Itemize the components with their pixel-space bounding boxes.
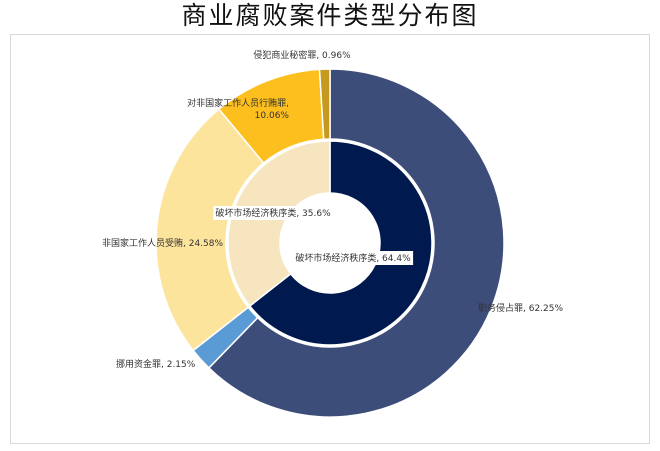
svg-text:职务侵占罪, 62.25%: 职务侵占罪, 62.25% [478, 302, 563, 314]
svg-text:侵犯商业秘密罪, 0.96%: 侵犯商业秘密罪, 0.96% [253, 49, 351, 61]
label-outer-0: 职务侵占罪, 62.25% [478, 302, 563, 314]
svg-text:破坏市场经济秩序类, 35.6%: 破坏市场经济秩序类, 35.6% [215, 207, 331, 219]
inner-slice-1 [227, 140, 331, 308]
label-outer-4: 侵犯商业秘密罪, 0.96% [253, 49, 351, 61]
label-outer-2: 非国家工作人员受贿, 24.58% [102, 237, 223, 249]
inner-slice-0 [248, 140, 433, 346]
svg-text:破坏市场经济秩序类, 64.4%: 破坏市场经济秩序类, 64.4% [295, 252, 411, 264]
chart-title: 商业腐败案件类型分布图 [181, 1, 479, 30]
svg-text:挪用资金罪, 2.15%: 挪用资金罪, 2.15% [116, 358, 196, 370]
label-outer-1: 挪用资金罪, 2.15% [116, 358, 196, 370]
svg-text:对非国家工作人员行贿罪,: 对非国家工作人员行贿罪, [187, 97, 289, 109]
outer-slice-0 [207, 68, 505, 418]
label-inner-0: 破坏市场经济秩序类, 64.4% [293, 251, 414, 265]
outer-slice-2 [155, 108, 265, 352]
chart-frame [10, 34, 650, 444]
svg-text:非国家工作人员受贿, 24.58%: 非国家工作人员受贿, 24.58% [102, 237, 223, 249]
outer-slice-4 [318, 68, 331, 140]
svg-text:10.06%: 10.06% [255, 111, 290, 121]
label-outer-3: 对非国家工作人员行贿罪, 10.06% [187, 97, 289, 121]
label-inner-1: 破坏市场经济秩序类, 35.6% [213, 206, 334, 220]
